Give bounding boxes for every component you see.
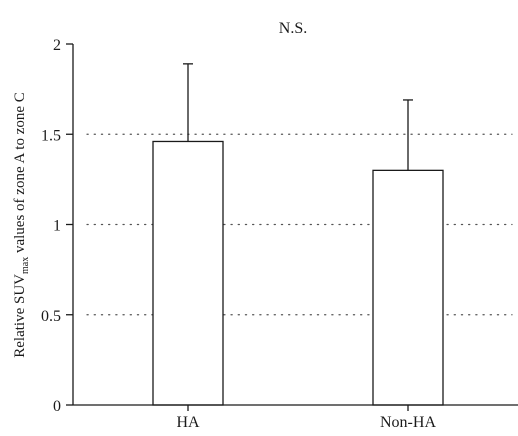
bar-0 (152, 140, 224, 406)
y-tick-label-4: 2 (53, 37, 61, 54)
y-axis-label: Relative SUVmax values of zone A to zone… (12, 92, 31, 358)
y-tick-label-2: 1 (53, 218, 61, 235)
bars (152, 140, 444, 406)
y-ticks: 0 0.5 1 1.5 2 (41, 37, 73, 415)
x-tick-label-1: Non-HA (380, 414, 436, 431)
x-tick-label-0: HA (176, 414, 200, 431)
y-axis-label-suffix: values of zone A to zone C (12, 92, 28, 257)
gridlines (86, 133, 513, 316)
y-tick-label-3: 1.5 (41, 127, 61, 144)
y-tick-label-0: 0 (53, 398, 61, 415)
error-bars (183, 63, 413, 171)
y-axis-label-prefix: Relative SUV (12, 274, 28, 358)
y-tick-label-1: 0.5 (41, 308, 61, 325)
x-ticks: HA Non-HA (176, 405, 436, 431)
significance-annotation: N.S. (279, 20, 307, 37)
bar-1 (372, 169, 444, 406)
y-axis-label-subscript: max (20, 257, 31, 274)
